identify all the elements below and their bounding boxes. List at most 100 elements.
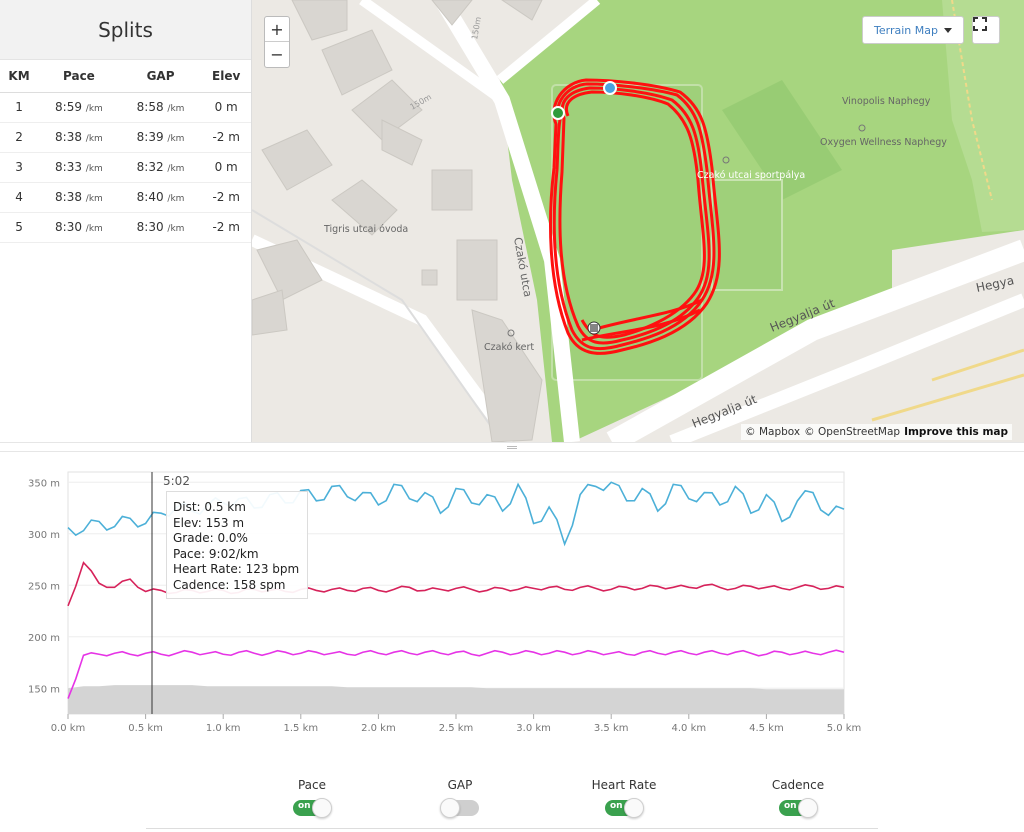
split-row: 1 8:59 /km 8:58 /km 0 m (0, 92, 251, 123)
split-gap: 8:39 /km (119, 122, 202, 153)
series-cadence-line (67, 649, 845, 699)
map-label-poi4: Vinopolis Naphegy (842, 96, 931, 107)
splits-header-row: KM Pace GAP Elev (0, 60, 251, 93)
tooltip-elev: Elev: 153 m (173, 515, 245, 530)
x-tick-label: 3.0 km (516, 723, 551, 734)
chevron-down-icon (943, 27, 952, 33)
x-tick-label: 4.0 km (671, 723, 706, 734)
x-tick-label: 0.5 km (128, 723, 163, 734)
panel-resize-handle[interactable] (0, 442, 1024, 452)
tooltip-cadence: Cadence: 158 spm (173, 577, 286, 592)
split-gap: 8:30 /km (119, 212, 202, 243)
grip-icon (507, 446, 517, 449)
col-pace: Pace (38, 60, 120, 93)
split-pace-value: 8:33 (55, 160, 82, 174)
split-km: 1 (0, 92, 39, 123)
toggle-heart-rate[interactable]: Heart Rate on (564, 778, 684, 820)
toggle-pace[interactable]: Pace on (252, 778, 372, 820)
switch-knob (440, 798, 460, 818)
tooltip-heart-rate: Heart Rate: 123 bpm (173, 562, 300, 576)
map-canvas[interactable]: Czakó utca Hegyalja út Hegyalja út Hegya… (252, 0, 1024, 442)
y-tick-label: 350 m (28, 478, 60, 489)
toggle-gap-switch[interactable] (440, 798, 479, 818)
splits-title: Splits (0, 0, 251, 60)
toggle-pace-state: on (298, 801, 311, 811)
map-label-poi5: Oxygen Wellness Naphegy (820, 137, 947, 148)
y-tick-label: 250 m (28, 581, 60, 592)
splits-panel: Splits KM Pace GAP Elev 1 8:59 /km 8:58 /k… (0, 0, 252, 442)
split-km-value: 1 (15, 100, 23, 114)
x-tick-label: 5.0 km (827, 723, 862, 734)
toggle-heart-rate-state: on (610, 801, 623, 811)
split-gap-value: 8:30 (136, 220, 164, 234)
pace-unit: /km (85, 104, 103, 114)
toggle-pace-switch[interactable]: on (293, 798, 332, 818)
split-km-value: 3 (15, 160, 23, 174)
split-km: 3 (0, 152, 39, 183)
split-pace: 8:38 /km (38, 122, 120, 153)
split-elev: 0 m (201, 152, 251, 183)
zoom-in-button[interactable]: + (265, 17, 289, 42)
map-label-poi2: Czakó kert (484, 342, 534, 353)
x-tick-label: 4.5 km (749, 723, 784, 734)
toggle-heart-rate-label: Heart Rate (591, 778, 657, 792)
split-km: 4 (0, 182, 39, 213)
terrain-map-dropdown[interactable]: Terrain Map (862, 16, 964, 44)
pace-unit: /km (167, 224, 185, 234)
mapbox-attribution-link[interactable]: © Mapbox (745, 426, 801, 438)
split-gap: 8:32 /km (119, 152, 202, 183)
y-tick-label: 300 m (28, 530, 60, 541)
split-elev: -2 m (201, 212, 251, 243)
split-gap: 8:58 /km (119, 92, 202, 123)
divider-line (146, 828, 878, 829)
split-gap-value: 8:58 (136, 100, 164, 114)
improve-map-link[interactable]: Improve this map (904, 426, 1008, 438)
split-km-value: 4 (15, 190, 23, 204)
split-pace-value: 8:38 (55, 190, 82, 204)
pace-unit: /km (85, 194, 103, 204)
splits-table: KM Pace GAP Elev 1 8:59 /km 8:58 /km 0 m 2 8:… (0, 60, 251, 243)
route-map[interactable]: Czakó utca Hegyalja út Hegyalja út Hegya… (252, 0, 1024, 442)
split-pace: 8:30 /km (38, 212, 120, 243)
x-tick-label: 3.5 km (594, 723, 629, 734)
split-pace-value: 8:59 (55, 100, 82, 114)
toggle-pace-label: Pace (297, 778, 327, 792)
terrain-map-label: Terrain Map (874, 23, 938, 37)
toggle-gap-label: GAP (447, 778, 473, 792)
fullscreen-button[interactable] (972, 16, 1000, 44)
toggle-cadence[interactable]: Cadence on (738, 778, 858, 820)
toggle-cadence-switch[interactable]: on (779, 798, 818, 818)
split-row: 4 8:38 /km 8:40 /km -2 m (0, 182, 251, 213)
split-gap-value: 8:32 (136, 160, 164, 174)
zoom-out-button[interactable]: − (270, 45, 284, 64)
pace-unit: /km (85, 134, 103, 144)
map-label-poi3: Czakó utcai sportpálya (697, 170, 805, 181)
split-elev-value: -2 m (212, 130, 240, 144)
split-row: 2 8:38 /km 8:39 /km -2 m (0, 122, 251, 153)
pace-unit: /km (167, 164, 185, 174)
x-tick-label: 0.0 km (51, 723, 86, 734)
osm-attribution-link[interactable]: © OpenStreetMap (804, 426, 901, 438)
toggle-cadence-label: Cadence (771, 778, 825, 792)
map-label-contour1: 150m (470, 16, 483, 40)
toggle-heart-rate-switch[interactable]: on (605, 798, 644, 818)
col-elev: Elev (201, 60, 251, 93)
tooltip-grade: Grade: 0.0% (173, 531, 248, 545)
split-km: 5 (0, 212, 39, 243)
series-toggles: Pace on GAP Heart Rate on Cadence on (0, 778, 1024, 818)
activity-chart[interactable]: 350 m 300 m 250 m 200 m 150 m 0.0 km 0.5 km 1.0… (0, 452, 1024, 752)
split-km: 2 (0, 122, 39, 153)
tooltip-dist: Dist: 0.5 km (173, 500, 246, 514)
col-km: KM (0, 60, 39, 93)
split-pace-value: 8:30 (55, 220, 82, 234)
toggle-gap[interactable]: GAP (400, 778, 520, 820)
split-km-value: 2 (15, 130, 23, 144)
toggle-cadence-state: on (784, 801, 797, 811)
zoom-control: + − (264, 16, 290, 68)
split-elev: -2 m (201, 122, 251, 153)
split-gap-value: 8:39 (136, 130, 164, 144)
x-tick-label: 2.0 km (361, 723, 396, 734)
split-row: 5 8:30 /km 8:30 /km -2 m (0, 212, 251, 243)
fullscreen-icon (973, 17, 987, 31)
split-elev-value: -2 m (212, 190, 240, 204)
